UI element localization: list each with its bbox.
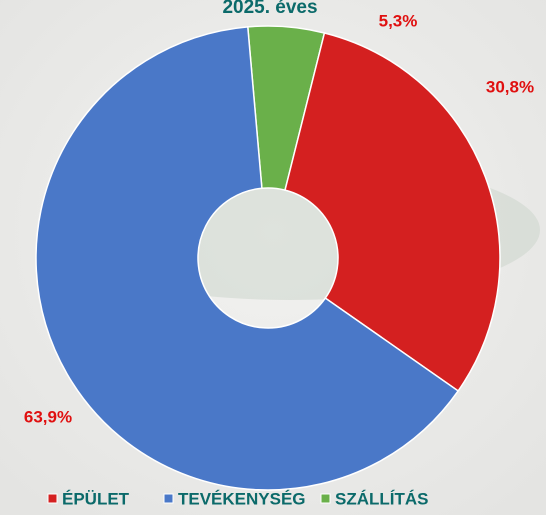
donut-slice <box>284 32 501 392</box>
data-label: 30,8% <box>486 77 534 96</box>
legend-swatch <box>47 493 58 504</box>
data-label: 5,3% <box>379 11 418 30</box>
donut-slice <box>35 26 460 491</box>
data-label: 63,9% <box>24 407 72 426</box>
legend-swatch <box>320 493 331 504</box>
chart-title: 2025. éves <box>222 0 317 18</box>
legend-label: ÉPÜLET <box>62 489 130 508</box>
legend-swatch <box>163 493 174 504</box>
legend-label: SZÁLLÍTÁS <box>335 489 429 508</box>
legend-label: TEVÉKENYSÉG <box>178 489 306 508</box>
